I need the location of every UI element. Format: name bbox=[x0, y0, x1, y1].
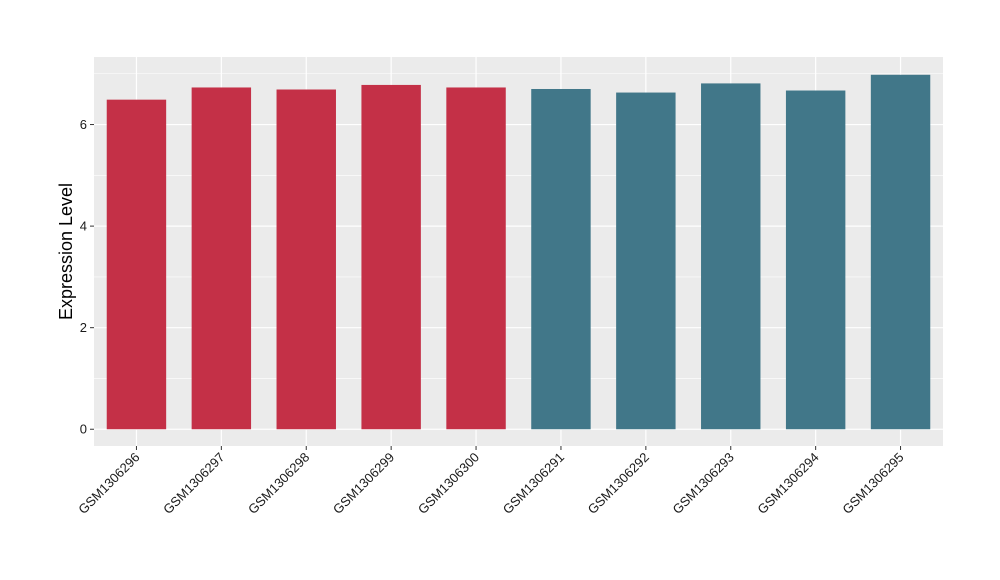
x-tick-label: GSM1306296 bbox=[75, 450, 142, 517]
bar-GSM1306294 bbox=[785, 90, 846, 430]
bar-GSM1306293 bbox=[701, 83, 761, 430]
bar-GSM1306298 bbox=[276, 89, 336, 430]
bar-GSM1306296 bbox=[106, 99, 167, 430]
x-axis: GSM1306296 GSM1306297 GSM1306298 GSM1306299… bbox=[75, 446, 907, 517]
bars bbox=[106, 74, 931, 430]
x-tick-label: GSM1306299 bbox=[330, 450, 397, 517]
y-tick-label: 0 bbox=[80, 422, 87, 437]
x-tick-label: GSM1306295 bbox=[839, 450, 906, 517]
bar-GSM1306292 bbox=[616, 92, 676, 430]
y-axis: 0 2 4 6 bbox=[80, 117, 94, 437]
y-tick-label: 4 bbox=[80, 219, 87, 234]
bar-GSM1306300 bbox=[446, 87, 506, 430]
bar-GSM1306299 bbox=[361, 84, 421, 430]
x-tick-label: GSM1306298 bbox=[245, 450, 312, 517]
y-tick-label: 2 bbox=[80, 320, 87, 335]
bar-GSM1306295 bbox=[870, 74, 931, 430]
bar-GSM1306297 bbox=[191, 87, 252, 430]
x-tick-label: GSM1306293 bbox=[670, 450, 737, 517]
x-tick-label: GSM1306294 bbox=[754, 450, 821, 517]
x-tick-label: GSM1306297 bbox=[160, 450, 227, 517]
x-tick-label: GSM1306291 bbox=[500, 450, 567, 517]
bar-GSM1306291 bbox=[531, 88, 591, 430]
y-axis-title: Expression Level bbox=[56, 183, 76, 320]
y-tick-label: 6 bbox=[80, 117, 87, 132]
x-tick-label: GSM1306300 bbox=[415, 450, 482, 517]
x-tick-label: GSM1306292 bbox=[585, 450, 652, 517]
